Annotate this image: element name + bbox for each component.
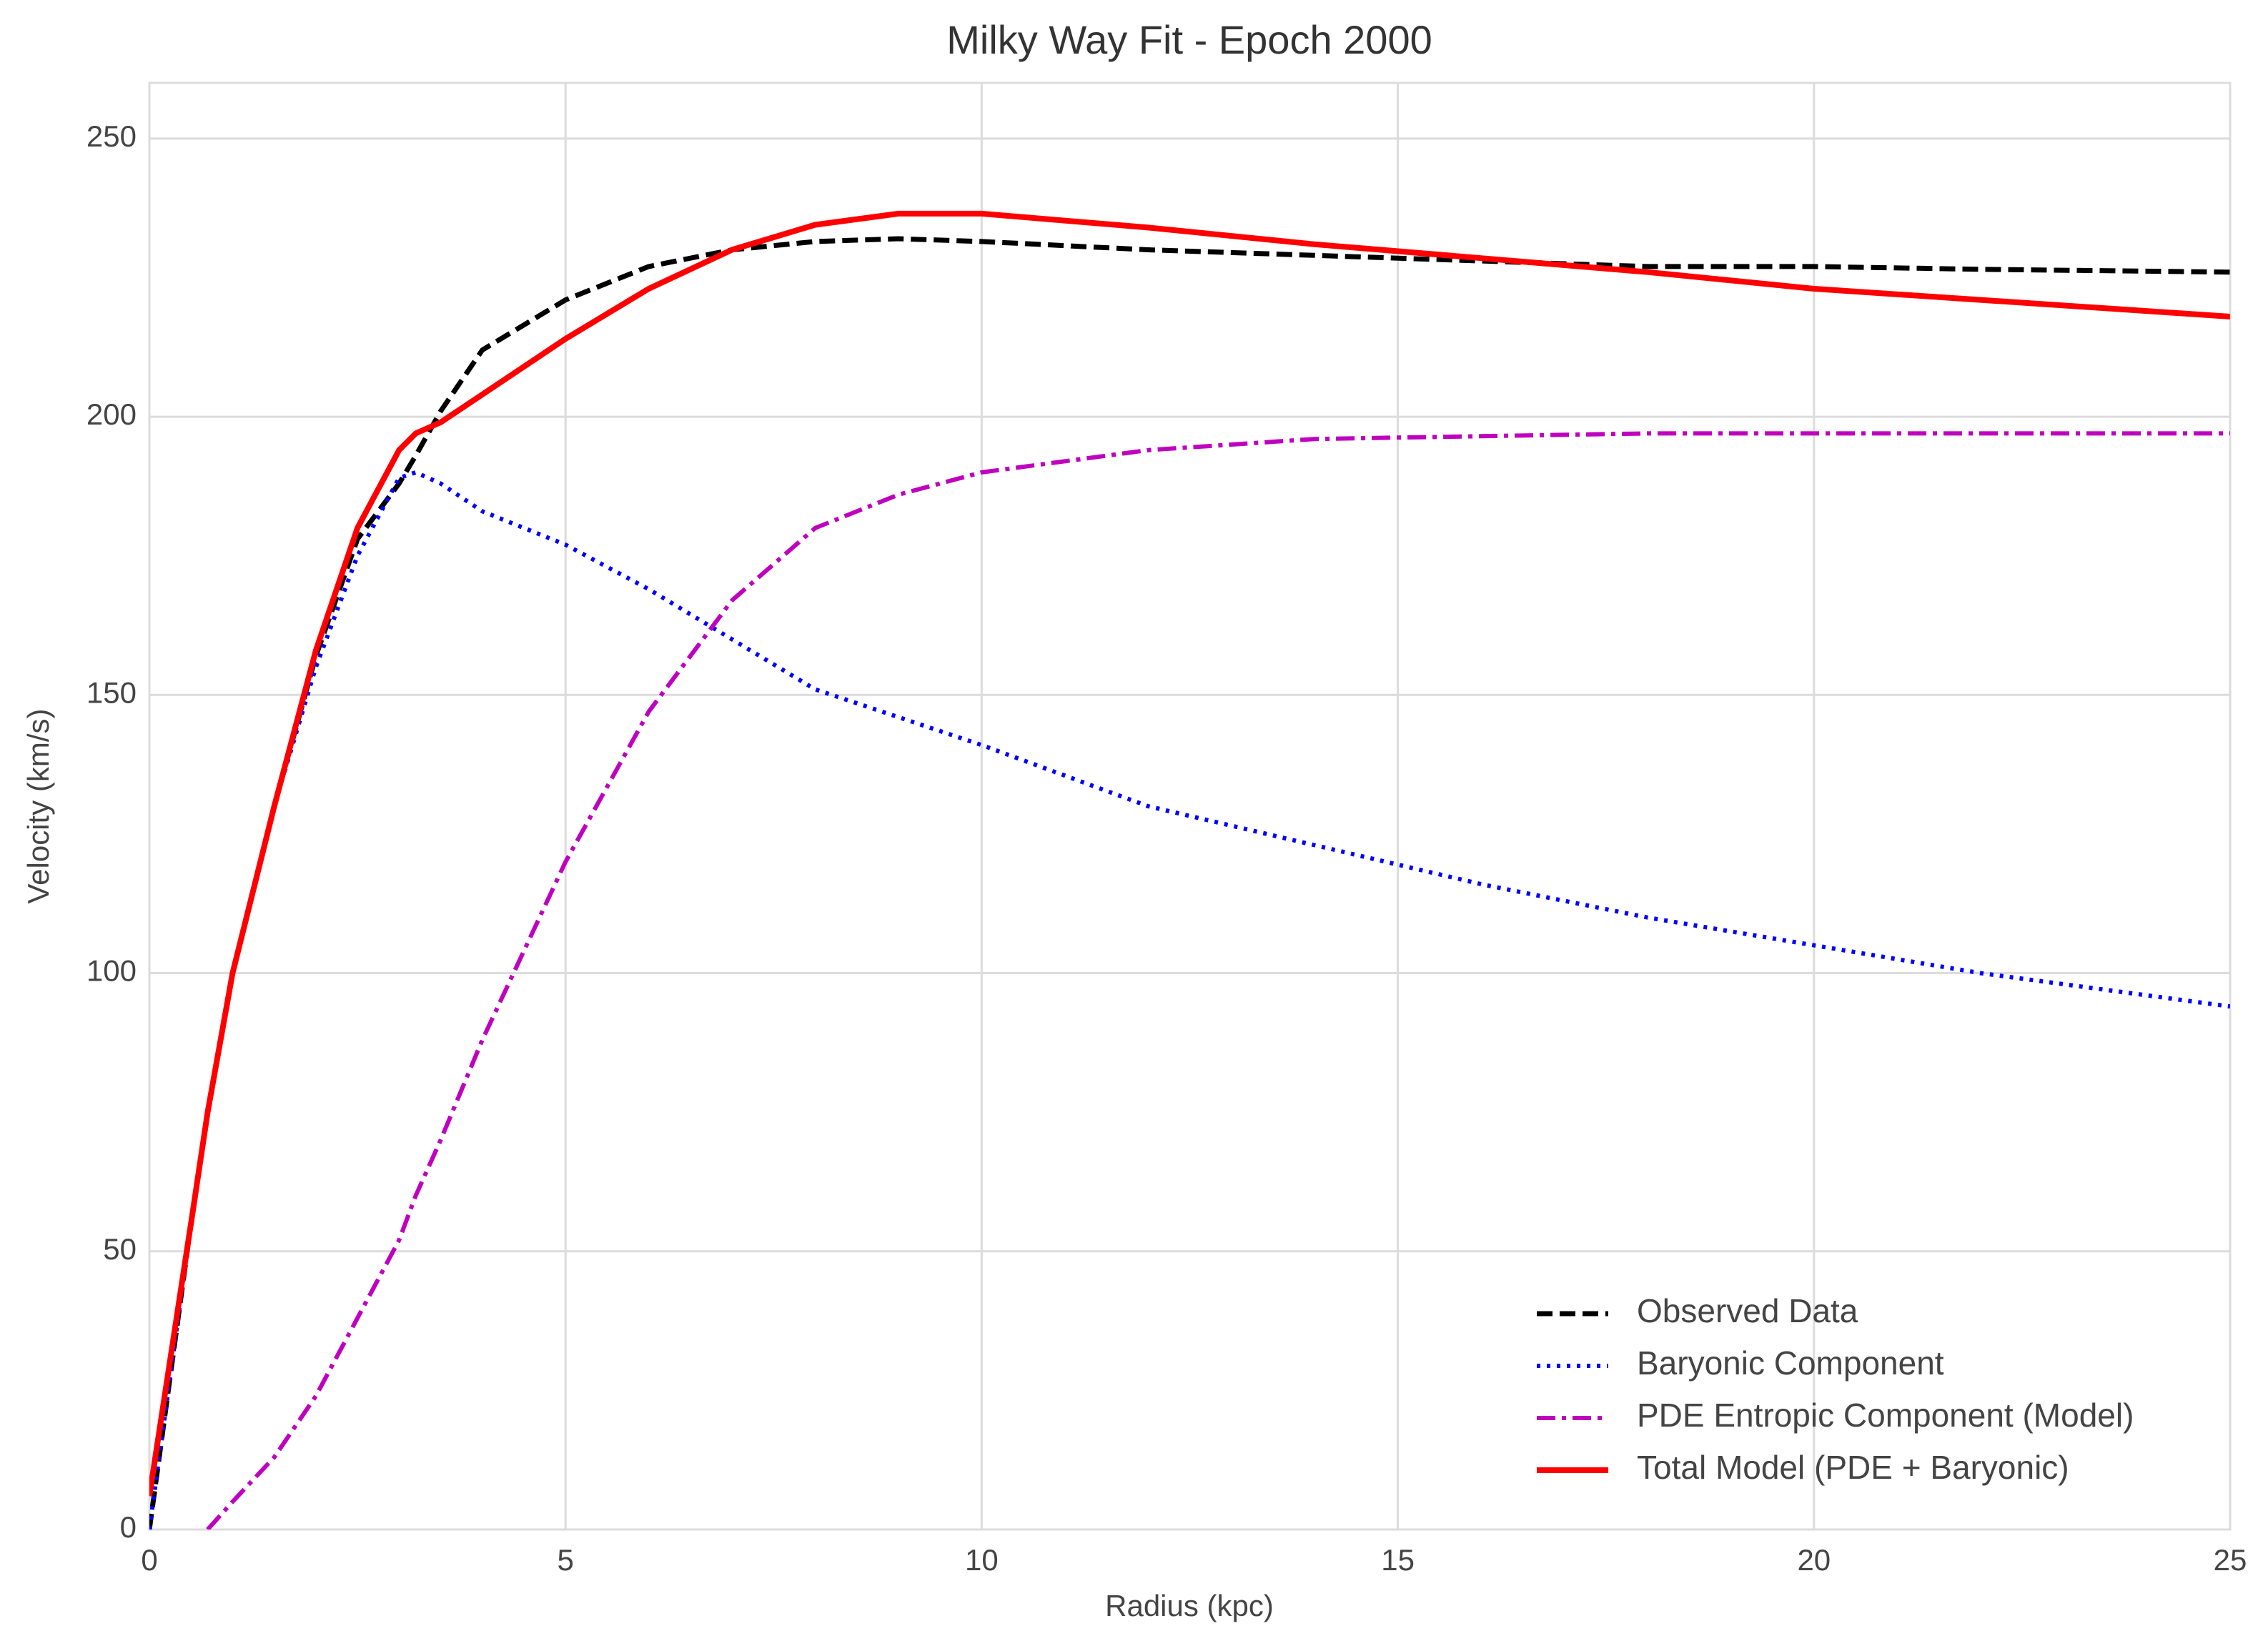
legend-label: Observed Data bbox=[1637, 1292, 1858, 1329]
x-tick-label: 0 bbox=[141, 1543, 157, 1577]
x-tick-label: 10 bbox=[965, 1543, 999, 1577]
series-line bbox=[149, 210, 2230, 1497]
y-tick-label: 200 bbox=[86, 397, 137, 431]
legend-label: Baryonic Component bbox=[1637, 1344, 1944, 1382]
legend-label: Total Model (PDE + Baryonic) bbox=[1637, 1449, 2069, 1486]
x-tick-label: 15 bbox=[1381, 1543, 1415, 1577]
y-tick-label: 0 bbox=[120, 1510, 137, 1544]
series-line bbox=[206, 431, 2230, 1530]
x-tick-label: 25 bbox=[2214, 1543, 2247, 1577]
chart-title: Milky Way Fit - Epoch 2000 bbox=[946, 17, 1432, 62]
x-tick-label: 5 bbox=[558, 1543, 574, 1577]
plot-area bbox=[148, 81, 2232, 1531]
legend-label: PDE Entropic Component (Model) bbox=[1637, 1397, 2134, 1434]
y-tick-label: 50 bbox=[103, 1232, 137, 1266]
x-tick-label: 20 bbox=[1797, 1543, 1831, 1577]
y-tick-label: 100 bbox=[86, 954, 137, 988]
series-line bbox=[149, 470, 2230, 1530]
y-tick-label: 150 bbox=[86, 675, 137, 709]
y-axis-label: Velocity (km/s) bbox=[21, 708, 55, 903]
y-tick-label: 250 bbox=[86, 119, 137, 153]
x-axis-label: Radius (kpc) bbox=[1105, 1589, 1274, 1622]
